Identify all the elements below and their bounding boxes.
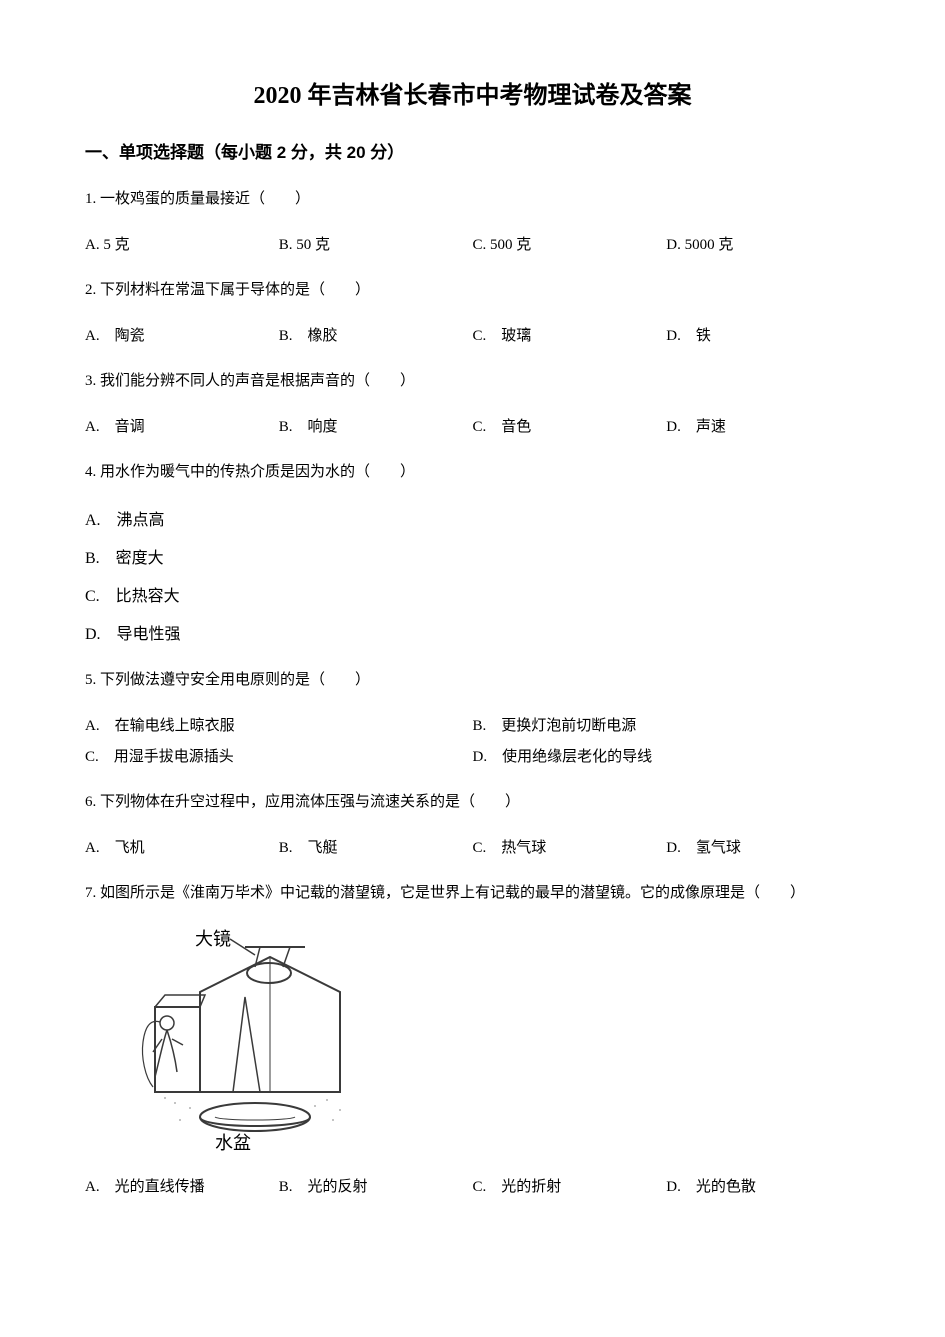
- question-stem: 6. 下列物体在升空过程中，应用流体压强与流速关系的是（ ）: [85, 790, 860, 814]
- periscope-figure: 大镜: [105, 927, 860, 1157]
- option-a: A. 音调: [85, 415, 279, 436]
- option-d: D. 导电性强: [85, 620, 860, 644]
- options-row: A. 5 克 B. 50 克 C. 500 克 D. 5000 克: [85, 233, 860, 254]
- question-1: 1. 一枚鸡蛋的质量最接近（ ） A. 5 克 B. 50 克 C. 500 克…: [85, 187, 860, 254]
- option-b: B. 50 克: [279, 233, 473, 254]
- option-b: B. 飞艇: [279, 836, 473, 857]
- options-row: A. 飞机 B. 飞艇 C. 热气球 D. 氢气球: [85, 836, 860, 857]
- option-a: A. 在输电线上晾衣服: [85, 714, 473, 735]
- question-2: 2. 下列材料在常温下属于导体的是（ ） A. 陶瓷 B. 橡胶 C. 玻璃 D…: [85, 278, 860, 345]
- option-a: A. 陶瓷: [85, 324, 279, 345]
- question-stem: 5. 下列做法遵守安全用电原则的是（ ）: [85, 668, 860, 692]
- option-d: D. 使用绝缘层老化的导线: [473, 745, 861, 766]
- option-b: B. 响度: [279, 415, 473, 436]
- option-a: A. 飞机: [85, 836, 279, 857]
- options-row: C. 用湿手拔电源插头 D. 使用绝缘层老化的导线: [85, 745, 860, 766]
- option-a: A. 5 克: [85, 233, 279, 254]
- options-row: A. 陶瓷 B. 橡胶 C. 玻璃 D. 铁: [85, 324, 860, 345]
- figure-label-top: 大镜: [195, 929, 231, 949]
- option-c: C. 用湿手拔电源插头: [85, 745, 473, 766]
- option-d: D. 声速: [666, 415, 860, 436]
- options-row: A. 音调 B. 响度 C. 音色 D. 声速: [85, 415, 860, 436]
- question-3: 3. 我们能分辨不同人的声音是根据声音的（ ） A. 音调 B. 响度 C. 音…: [85, 369, 860, 436]
- option-c: C. 热气球: [473, 836, 667, 857]
- question-7: 7. 如图所示是《淮南万毕术》中记载的潜望镜，它是世界上有记载的最早的潜望镜。它…: [85, 881, 860, 1196]
- options-stack: A. 沸点高 B. 密度大 C. 比热容大 D. 导电性强: [85, 506, 860, 644]
- option-d: D. 氢气球: [666, 836, 860, 857]
- option-b: B. 更换灯泡前切断电源: [473, 714, 861, 735]
- option-c: C. 比热容大: [85, 582, 860, 606]
- question-4: 4. 用水作为暖气中的传热介质是因为水的（ ） A. 沸点高 B. 密度大 C.…: [85, 460, 860, 644]
- question-5: 5. 下列做法遵守安全用电原则的是（ ） A. 在输电线上晾衣服 B. 更换灯泡…: [85, 668, 860, 766]
- option-a: A. 沸点高: [85, 506, 860, 530]
- option-b: B. 密度大: [85, 544, 860, 568]
- question-6: 6. 下列物体在升空过程中，应用流体压强与流速关系的是（ ） A. 飞机 B. …: [85, 790, 860, 857]
- question-stem: 2. 下列材料在常温下属于导体的是（ ）: [85, 278, 860, 302]
- option-b: B. 光的反射: [279, 1175, 473, 1196]
- question-stem: 4. 用水作为暖气中的传热介质是因为水的（ ）: [85, 460, 860, 484]
- option-d: D. 光的色散: [666, 1175, 860, 1196]
- options-row: A. 光的直线传播 B. 光的反射 C. 光的折射 D. 光的色散: [85, 1175, 860, 1196]
- option-c: C. 音色: [473, 415, 667, 436]
- question-stem: 7. 如图所示是《淮南万毕术》中记载的潜望镜，它是世界上有记载的最早的潜望镜。它…: [85, 881, 860, 905]
- question-stem: 1. 一枚鸡蛋的质量最接近（ ）: [85, 187, 860, 211]
- option-d: D. 5000 克: [666, 233, 860, 254]
- figure-label-bottom: 水盆: [215, 1133, 251, 1152]
- page-title: 2020 年吉林省长春市中考物理试卷及答案: [85, 75, 860, 110]
- option-a: A. 光的直线传播: [85, 1175, 279, 1196]
- question-stem: 3. 我们能分辨不同人的声音是根据声音的（ ）: [85, 369, 860, 393]
- option-c: C. 500 克: [473, 233, 667, 254]
- option-c: C. 玻璃: [473, 324, 667, 345]
- options-row: A. 在输电线上晾衣服 B. 更换灯泡前切断电源: [85, 714, 860, 735]
- option-c: C. 光的折射: [473, 1175, 667, 1196]
- option-d: D. 铁: [666, 324, 860, 345]
- section-header: 一、单项选择题（每小题 2 分，共 20 分）: [85, 138, 860, 163]
- option-b: B. 橡胶: [279, 324, 473, 345]
